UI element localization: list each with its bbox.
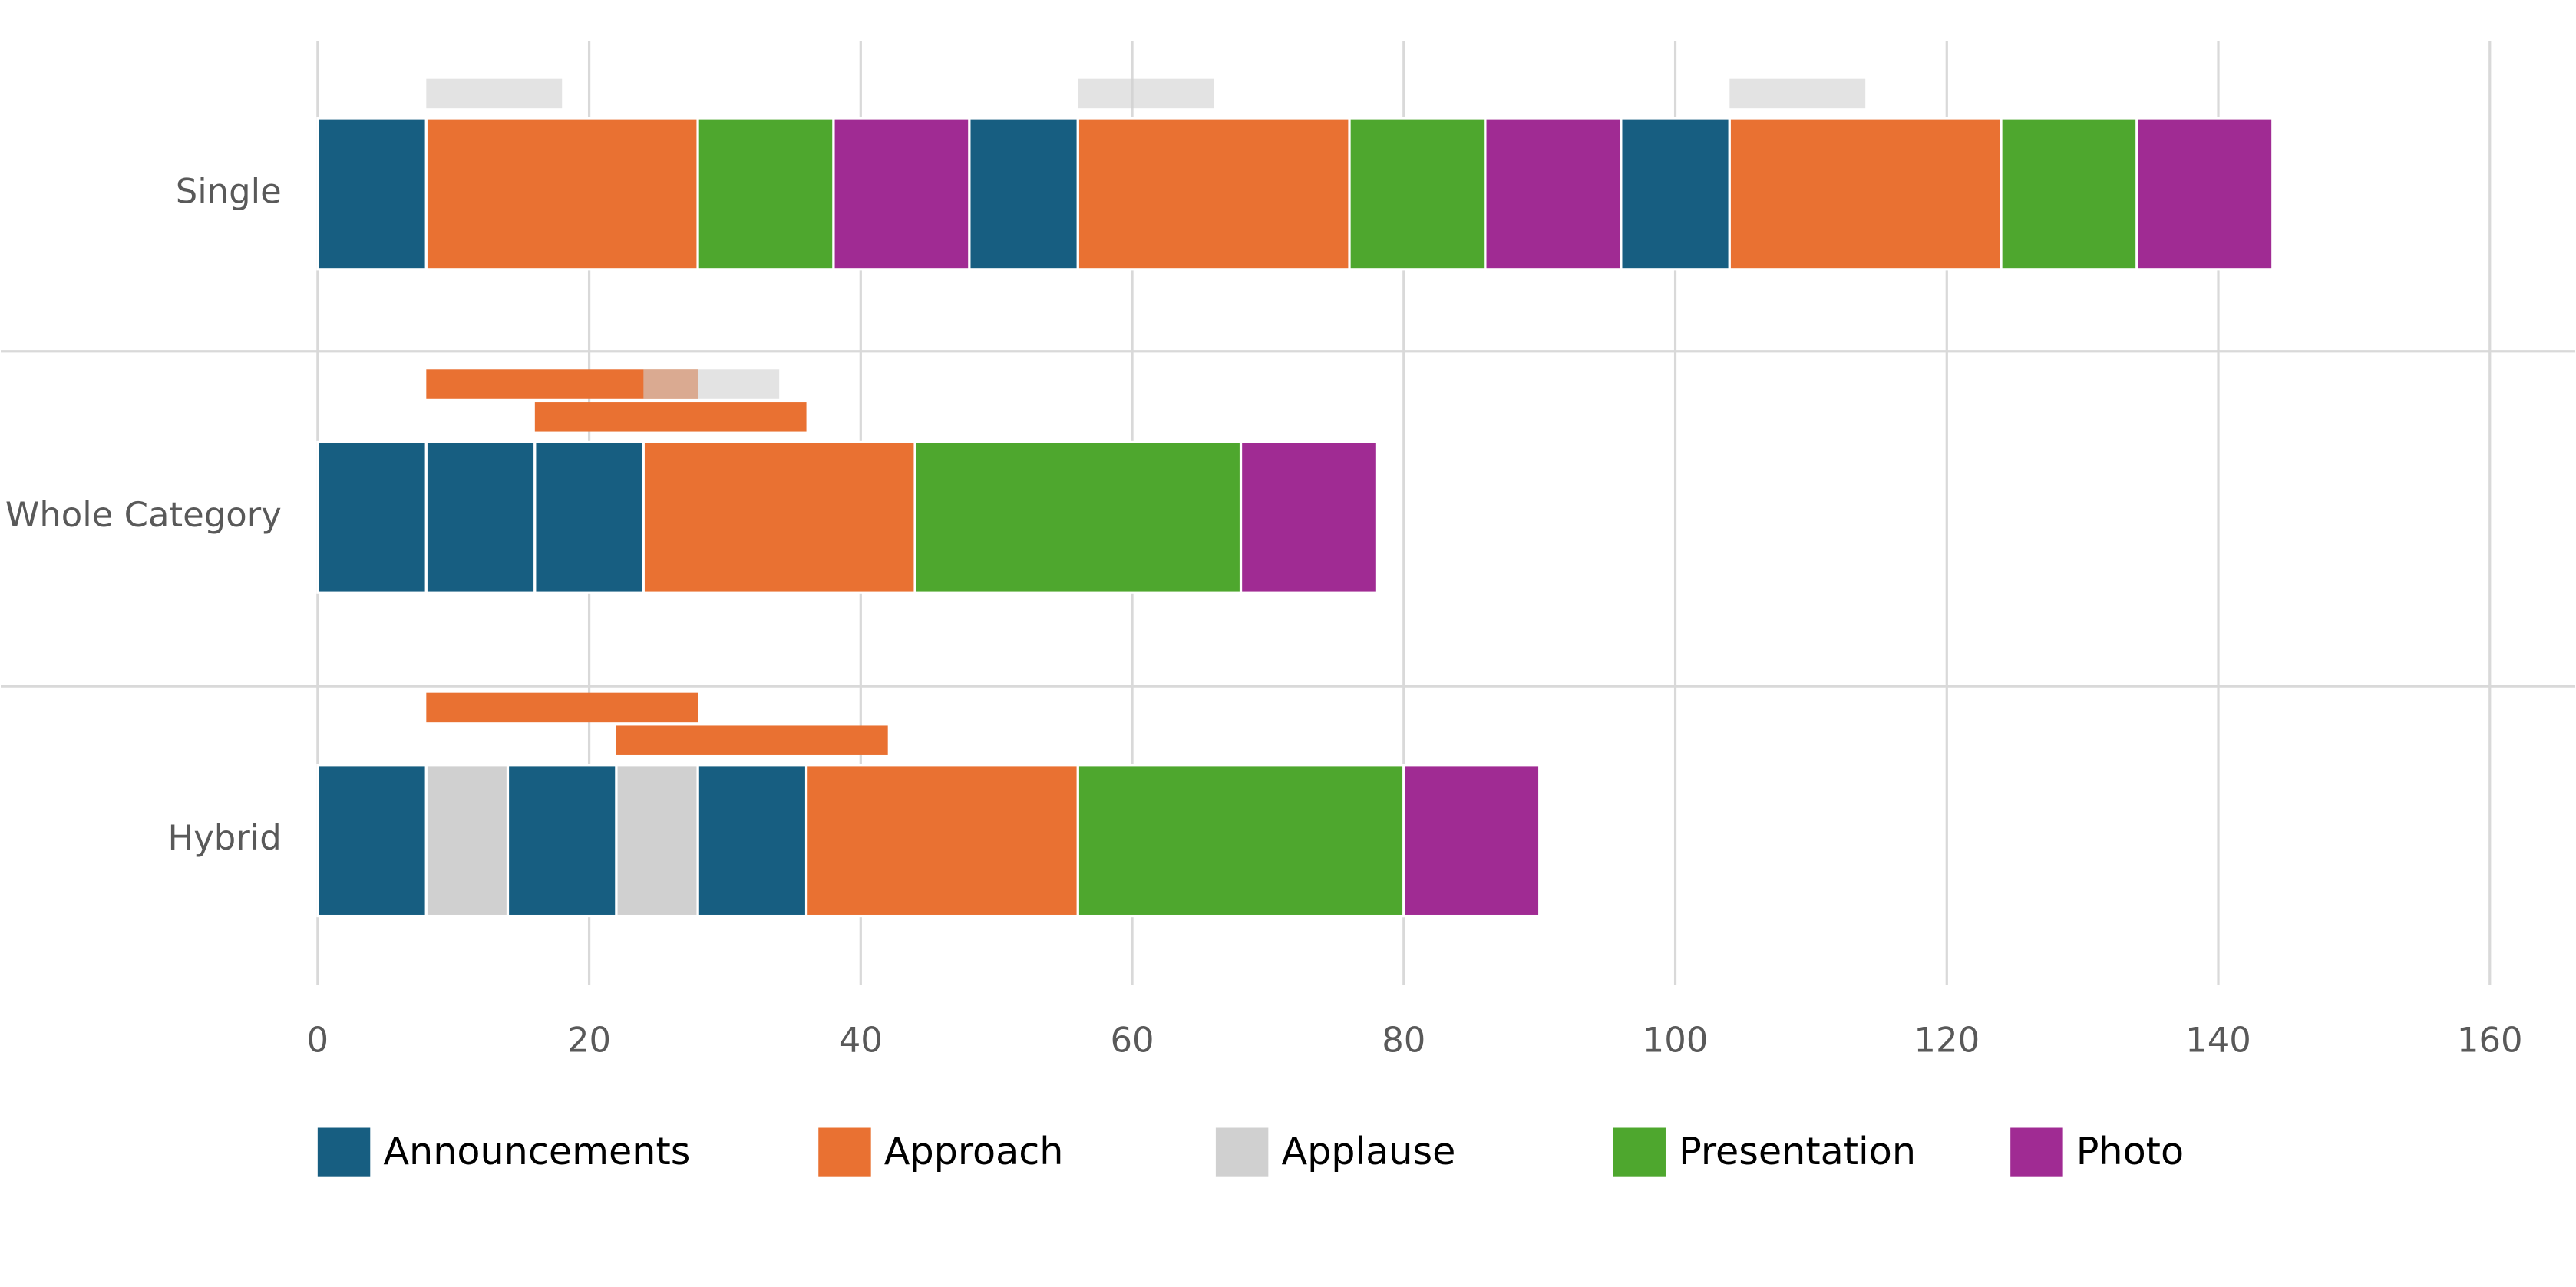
bar-segment [1076, 117, 1351, 271]
overlay-segment [1078, 78, 1214, 109]
x-tick-label: 20 [567, 1019, 611, 1060]
bar-segment [615, 764, 699, 918]
overlay-segment [616, 725, 888, 755]
overlay-segment [534, 402, 807, 432]
x-tick-label: 40 [839, 1019, 883, 1060]
bar-segment [2000, 117, 2138, 271]
x-tick-label: 60 [1110, 1019, 1154, 1060]
legend-swatch [317, 1127, 371, 1177]
bar-segment [1728, 117, 2003, 271]
legend-swatch [1613, 1127, 1666, 1177]
overlay-segment [1729, 78, 1866, 109]
bar-segment [832, 117, 971, 271]
bar-segment [642, 440, 916, 594]
x-tick-label: 160 [2457, 1019, 2523, 1060]
bar-segment [424, 117, 699, 271]
x-tick-label: 80 [1382, 1019, 1425, 1060]
legend-swatch [2010, 1127, 2063, 1177]
bar-segment [913, 440, 1243, 594]
bar-segment [424, 764, 510, 918]
y-tick-label: Hybrid [167, 817, 281, 858]
legend-label: Photo [2076, 1129, 2184, 1173]
legend-label: Presentation [1679, 1129, 1916, 1173]
legend-label: Approach [884, 1129, 1064, 1173]
legend-swatch [1215, 1127, 1269, 1177]
bar-segment [316, 117, 428, 271]
y-tick-label: Whole Category [5, 494, 282, 535]
bar-segment [1402, 764, 1541, 918]
bar-segment [696, 764, 808, 918]
bar-segment [1348, 117, 1487, 271]
bar-segment [1239, 440, 1379, 594]
legend-swatch [818, 1127, 871, 1177]
x-tick-label: 100 [1643, 1019, 1709, 1060]
legend-label: Applause [1281, 1129, 1455, 1173]
legend-label: Announcements [383, 1129, 690, 1173]
bar-segment [424, 440, 537, 594]
overlay-segment [643, 369, 780, 399]
bar-segment [1076, 764, 1405, 918]
bar-segment [804, 764, 1079, 918]
bar-segment [506, 764, 618, 918]
bar-segment [533, 440, 645, 594]
y-tick-label: Single [176, 170, 282, 211]
x-tick-label: 0 [307, 1019, 329, 1060]
x-tick-label: 120 [1914, 1019, 1980, 1060]
bar-segment [1484, 117, 1623, 271]
overlay-segment [426, 78, 563, 109]
x-tick-label: 140 [2185, 1019, 2251, 1060]
bar-segment [2135, 117, 2274, 271]
bar-segment [1620, 117, 1731, 271]
bar-segment [316, 440, 428, 594]
overlay-segment [426, 692, 698, 723]
bar-segment [696, 117, 835, 271]
bar-segment [316, 764, 428, 918]
bar-segment [968, 117, 1079, 271]
